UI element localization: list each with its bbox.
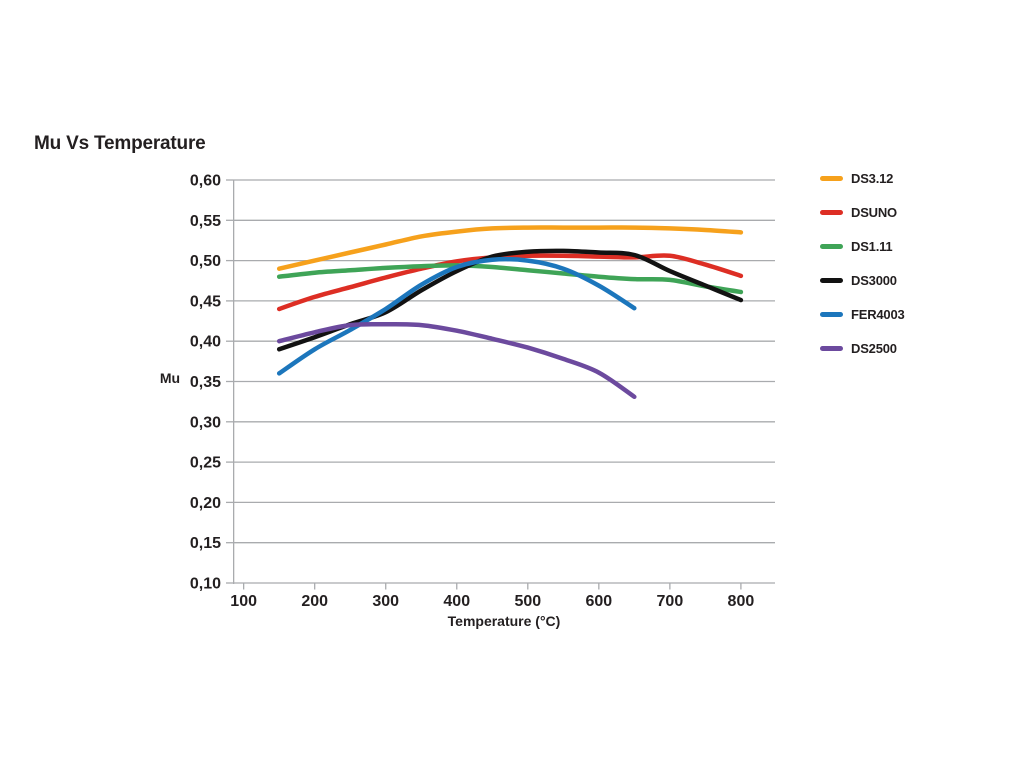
legend-item-DS3.12: DS3.12 [820, 171, 905, 186]
legend-label: DS3000 [851, 273, 897, 288]
y-tick-label: 0,25 [190, 455, 221, 472]
x-tick-label: 200 [301, 593, 328, 610]
legend-item-DSUNO: DSUNO [820, 205, 905, 220]
legend-label: DSUNO [851, 205, 897, 220]
series-line-DS3000 [276, 248, 744, 352]
legend-label: DS2500 [851, 341, 897, 356]
legend-label: FER4003 [851, 307, 905, 322]
y-tick-label: 0,30 [190, 414, 221, 431]
x-tick-label: 100 [230, 593, 257, 610]
y-axis-title: Mu [159, 370, 181, 386]
legend-swatch-DS3.12 [820, 176, 843, 181]
legend-swatch-DSUNO [820, 210, 843, 215]
series-line-DS3.12 [276, 225, 744, 271]
x-tick-label: 400 [443, 593, 470, 610]
legend: DS3.12 DSUNO DS1.11 DS3000 FER4003 DS2500 [820, 171, 905, 356]
legend-item-DS1.11: DS1.11 [820, 239, 905, 254]
legend-swatch-DS2500 [820, 346, 843, 351]
y-tick-label: 0,40 [190, 334, 221, 351]
series-line-DSUNO [276, 253, 744, 312]
legend-swatch-FER4003 [820, 312, 843, 317]
x-tick-label: 600 [585, 593, 612, 610]
y-tick-label: 0,15 [190, 535, 221, 552]
y-tick-label: 0,50 [190, 253, 221, 270]
series-line-FER4003 [276, 256, 637, 376]
legend-swatch-DS1.11 [820, 244, 843, 249]
y-tick-label: 0,10 [190, 576, 221, 593]
legend-label: DS3.12 [851, 171, 894, 186]
legend-item-DS2500: DS2500 [820, 341, 905, 356]
chart-title: Mu Vs Temperature [34, 133, 206, 154]
y-tick-label: 0,60 [190, 173, 221, 190]
legend-item-DS3000: DS3000 [820, 273, 905, 288]
y-tick-label: 0,55 [190, 213, 221, 230]
series-line-DS1.11 [276, 263, 744, 295]
legend-label: DS1.11 [851, 239, 893, 254]
x-tick-label: 300 [372, 593, 399, 610]
legend-item-FER4003: FER4003 [820, 307, 905, 322]
x-tick-label: 700 [657, 593, 684, 610]
series-line-DS2500 [276, 321, 637, 400]
x-axis-title: Temperature (°C) [447, 613, 561, 629]
y-tick-label: 0,35 [190, 374, 221, 391]
x-tick-label: 800 [728, 593, 755, 610]
x-tick-label: 500 [514, 593, 541, 610]
legend-swatch-DS3000 [820, 278, 843, 283]
y-tick-label: 0,20 [190, 495, 221, 512]
y-tick-label: 0,45 [190, 293, 221, 310]
